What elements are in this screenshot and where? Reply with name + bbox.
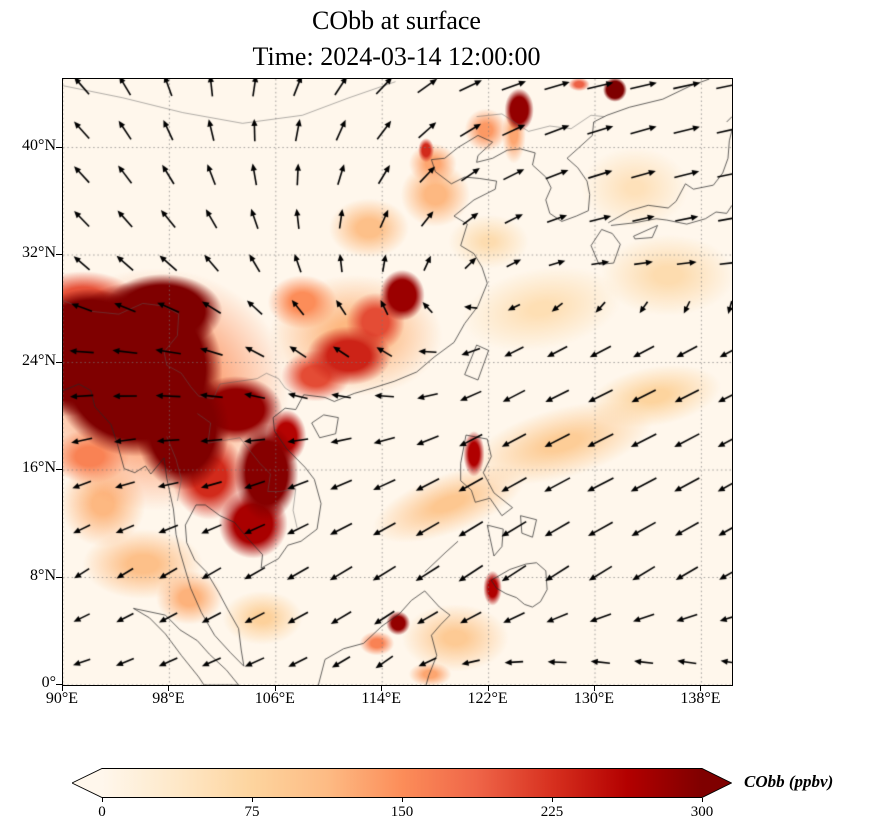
- colorbar-tick-mark: [702, 798, 703, 802]
- colorbar-tick-mark: [552, 798, 553, 802]
- chart-subtitle: Time: 2024-03-14 12:00:00: [252, 42, 541, 71]
- x-tick-mark: [487, 685, 489, 691]
- x-tick-mark: [274, 685, 276, 691]
- x-tick-label: 122°E: [467, 690, 508, 707]
- map-plot: [62, 78, 733, 686]
- x-tick-label: 114°E: [361, 690, 401, 707]
- y-tick-label: 24°N: [22, 351, 56, 369]
- chart-title: CObb at surface: [312, 6, 481, 35]
- map-canvas: [63, 79, 732, 685]
- y-tick-mark: [56, 254, 62, 256]
- colorbar-label: CObb (ppbv): [744, 772, 834, 791]
- x-tick-label: 90°E: [45, 690, 79, 707]
- colorbar-tick-label: 75: [244, 804, 260, 820]
- colorbar-tick-label: 300: [690, 804, 714, 820]
- y-tick-mark: [56, 576, 62, 578]
- y-tick-label: 40°N: [22, 136, 56, 154]
- colorbar-tick-mark: [402, 798, 403, 802]
- colorbar-tick-mark: [252, 798, 253, 802]
- colorbar-tick-label: 0: [98, 804, 106, 820]
- colorbar-gradient: [70, 768, 733, 798]
- x-tick-mark: [700, 685, 702, 691]
- x-tick-label: 138°E: [680, 690, 721, 707]
- y-tick-mark: [56, 684, 62, 685]
- colorbar-tick-mark: [102, 798, 103, 802]
- x-tick-mark: [168, 685, 170, 691]
- y-tick-label: 8°N: [30, 566, 56, 584]
- colorbar-tick-label: 225: [540, 804, 564, 820]
- y-tick-mark: [56, 361, 62, 363]
- colorbar-tick-label: 150: [390, 804, 414, 820]
- x-tick-label: 130°E: [573, 690, 615, 707]
- y-tick-mark: [56, 469, 62, 470]
- x-tick-label: 98°E: [152, 690, 185, 707]
- x-tick-mark: [594, 685, 595, 691]
- y-tick-label: 16°N: [22, 459, 56, 476]
- y-tick-label: 32°N: [22, 244, 56, 262]
- x-tick-mark: [62, 685, 63, 691]
- x-tick-label: 106°E: [254, 690, 295, 707]
- x-tick-mark: [381, 685, 383, 691]
- y-tick-label: 0°: [41, 674, 56, 691]
- y-tick-mark: [56, 146, 62, 148]
- colorbar-outline: [70, 768, 733, 798]
- colorbar: [70, 768, 733, 798]
